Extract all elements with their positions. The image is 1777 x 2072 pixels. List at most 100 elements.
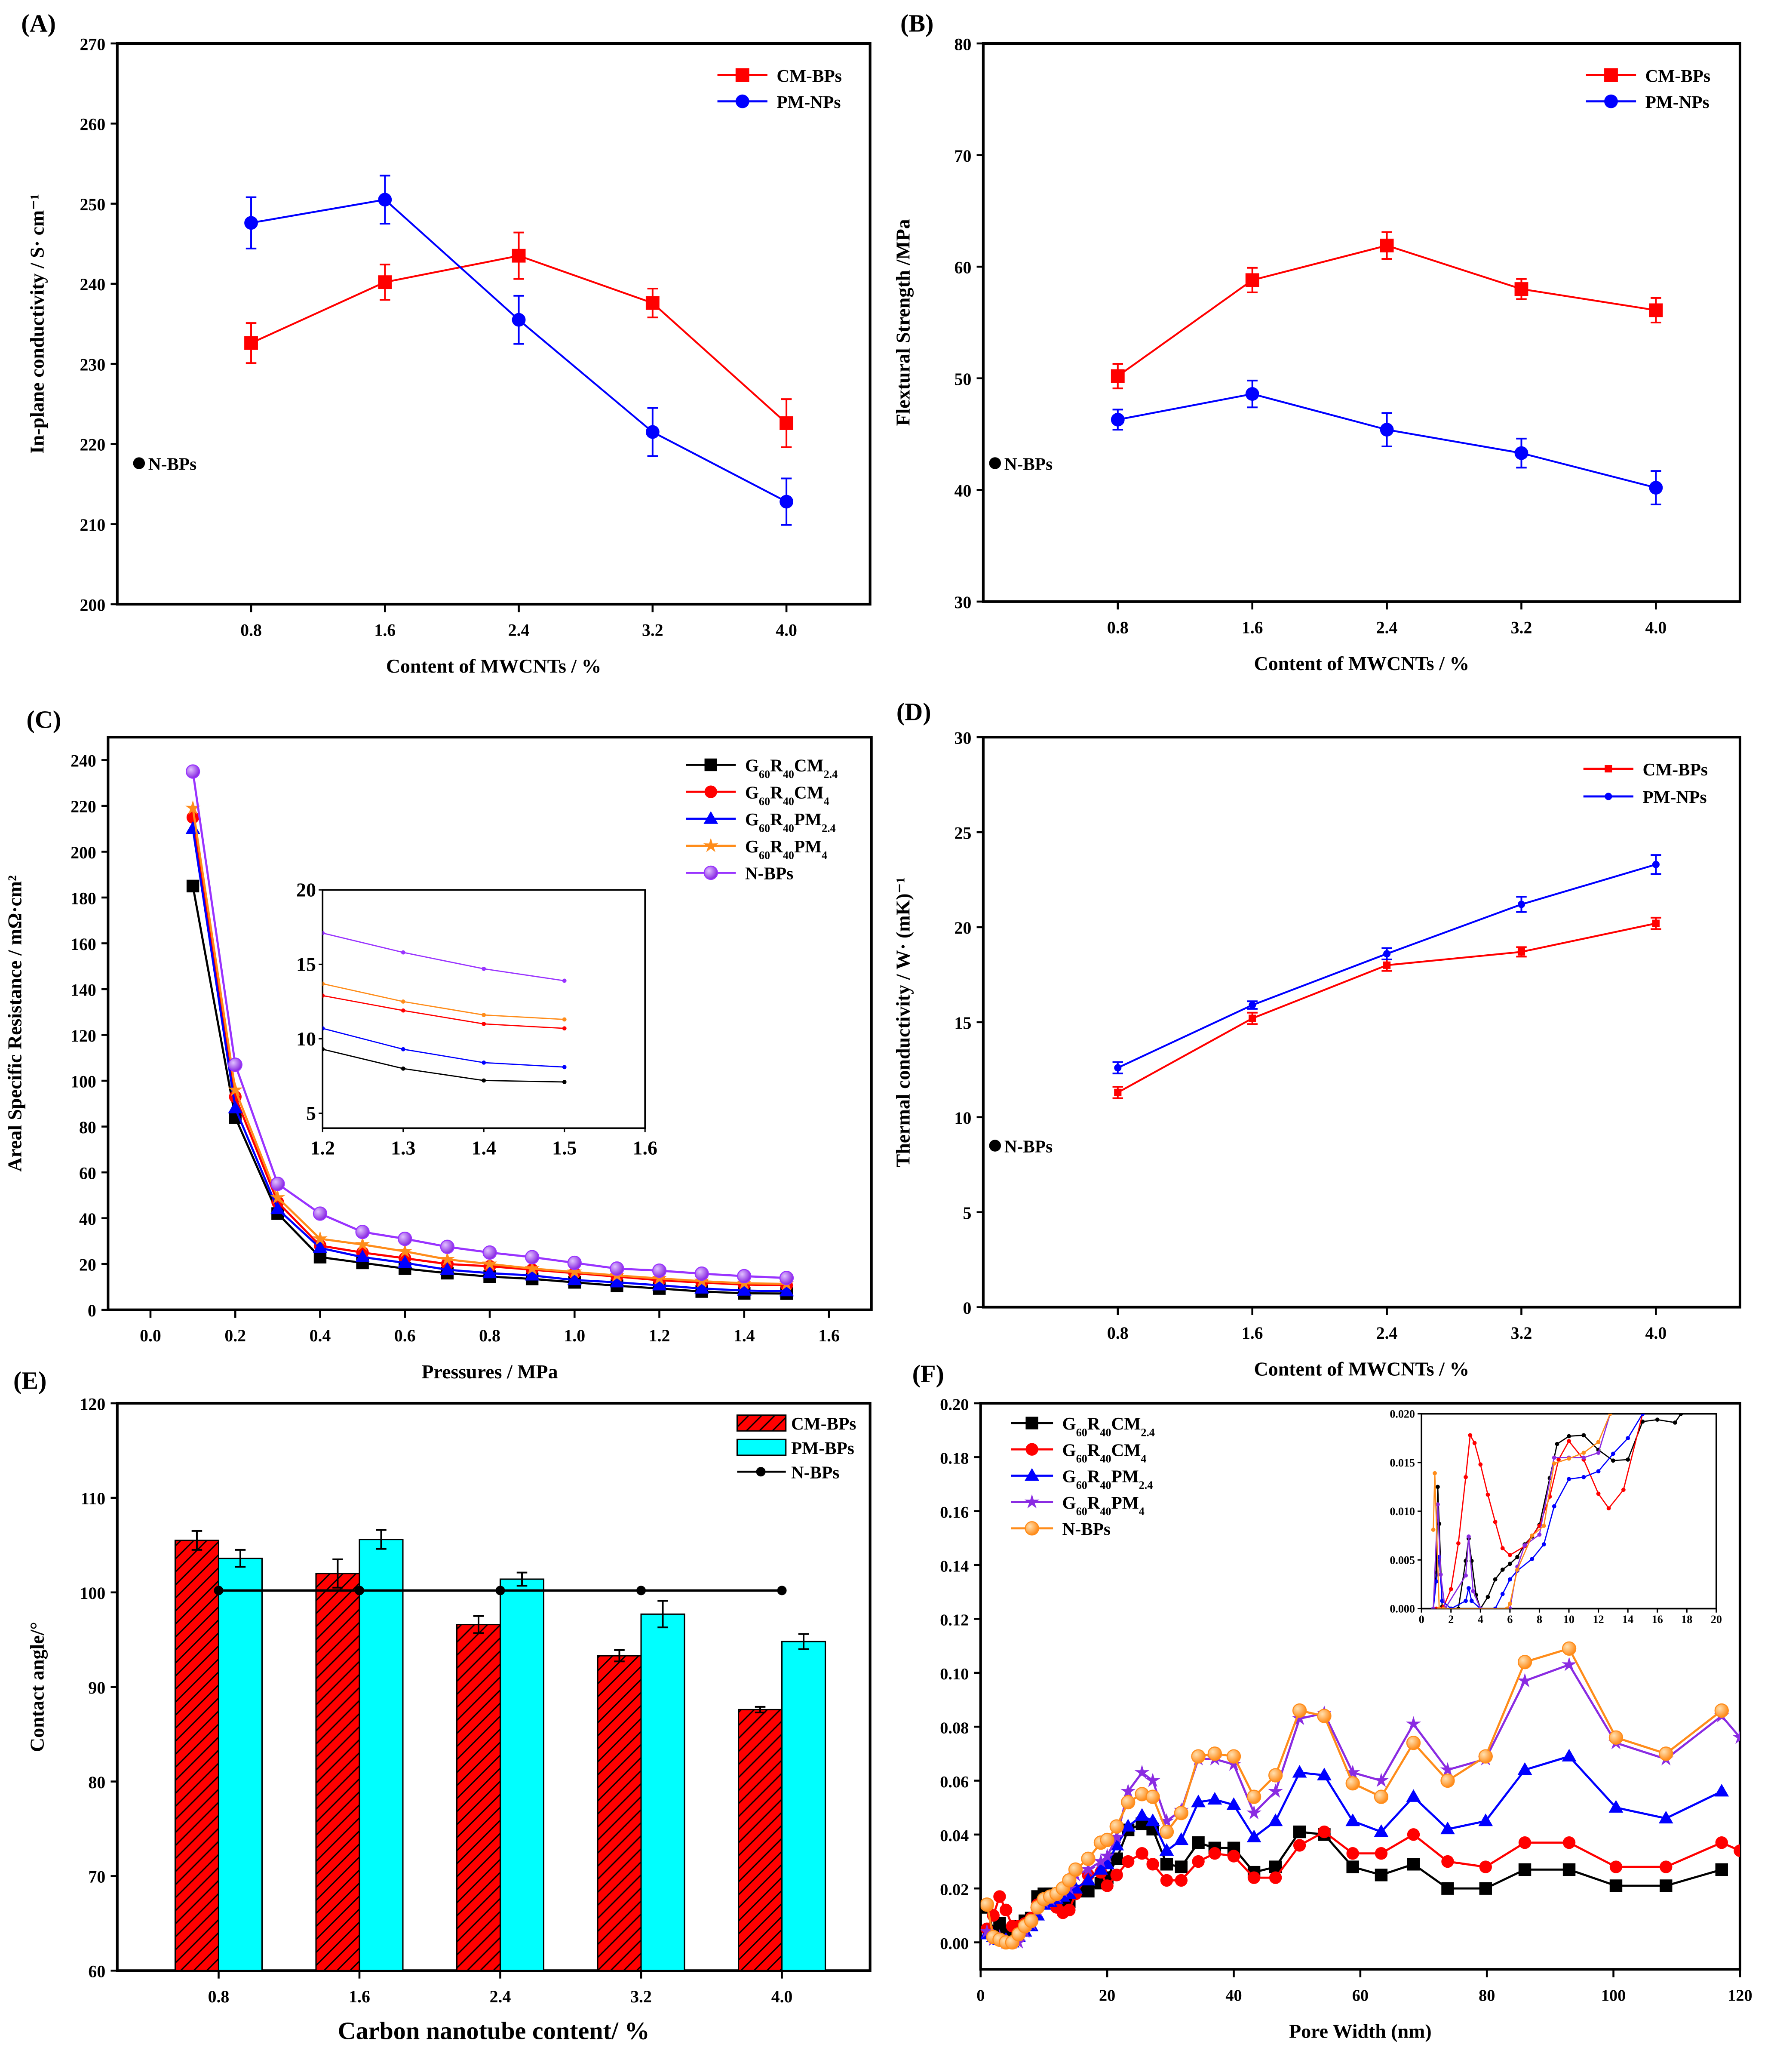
inset-point — [1608, 1414, 1612, 1416]
point-cm-bps — [1383, 961, 1391, 969]
inset-point — [1541, 1524, 1546, 1528]
inset-frame — [1421, 1413, 1717, 1610]
y-tick-label: 160 — [71, 935, 96, 954]
plot-area — [1112, 854, 1661, 1099]
error-bar — [657, 1600, 668, 1629]
point-g60r40pm2-4 — [355, 1249, 370, 1262]
inset-point — [1472, 1441, 1477, 1445]
y-tick-label: 15 — [954, 1014, 972, 1033]
inset-point — [1508, 1562, 1512, 1566]
point-g60r40pm4 — [1517, 1673, 1532, 1688]
x-tick-label: 3.2 — [1511, 618, 1532, 637]
inset-point — [401, 950, 405, 955]
point-g60r40pm4 — [1246, 1805, 1262, 1820]
inset-point — [1555, 1442, 1559, 1446]
inset-point — [1464, 1599, 1468, 1603]
bar-cm-bps — [597, 1655, 642, 1971]
point-pm-nps — [780, 495, 794, 509]
point-g60r40pm4 — [1292, 1710, 1307, 1725]
y-tick-label: 30 — [954, 593, 972, 612]
point-pm-nps — [1514, 446, 1528, 460]
y-tick-label: 80 — [954, 35, 972, 54]
inset-point — [562, 1080, 567, 1084]
legend-label: PM-BPs — [791, 1438, 854, 1458]
point-g60r40cm4 — [1318, 1825, 1331, 1838]
panel-label: (F) — [912, 1360, 944, 1388]
point-cm-bps — [645, 296, 660, 310]
y-tick-label: 80 — [88, 1773, 105, 1792]
point-g60r40pm2-4 — [525, 1268, 540, 1281]
point-cm-bps — [1111, 369, 1125, 383]
legend-label: G60R40PM4 — [1062, 1493, 1145, 1518]
point-n-bps — [980, 1897, 994, 1912]
inset-point — [1431, 1606, 1436, 1609]
inset-point — [1537, 1532, 1542, 1537]
inset-point — [1530, 1557, 1535, 1561]
x-tick-label: 4.0 — [776, 621, 797, 639]
panel-label: (A) — [21, 9, 56, 37]
point-g60r40cm2-4 — [1715, 1863, 1728, 1876]
point-g60r40pm4 — [1440, 1762, 1455, 1777]
point-g60r40pm2-4 — [1081, 1872, 1096, 1886]
point-n-bps — [313, 1206, 328, 1221]
label-part: G — [745, 809, 759, 829]
y-tick-label: 0 — [963, 1299, 971, 1318]
y-axis-title: Thermal conductivity / W· (mK)⁻¹ — [892, 877, 914, 1168]
point-g60r40pm4 — [980, 1924, 994, 1938]
error-bar — [473, 1615, 484, 1634]
legend-label: G60R40CM2.4 — [1062, 1414, 1155, 1439]
bar-pm-bps — [218, 1558, 263, 1971]
inset-point — [562, 1065, 567, 1070]
point-g60r40cm2-4 — [1346, 1860, 1359, 1873]
point-g60r40cm2-4 — [1160, 1858, 1173, 1871]
inset-point — [1552, 1455, 1556, 1460]
y-tick-label: 220 — [71, 797, 96, 816]
inset-point — [322, 1047, 325, 1051]
inset-point — [1508, 1602, 1512, 1606]
point-cm-bps — [780, 416, 794, 430]
plot-frame — [982, 42, 1742, 603]
label-part: CM — [1111, 1414, 1141, 1433]
subscript: 60 — [1076, 1479, 1087, 1491]
y-tick-label: 0.04 — [940, 1827, 969, 1845]
subscript: 40 — [1100, 1479, 1111, 1491]
subscript: 40 — [1100, 1505, 1111, 1518]
inset-frame — [322, 889, 646, 1129]
point-g60r40pm2-4 — [1345, 1813, 1360, 1826]
inset-point — [1485, 1492, 1490, 1497]
inset-series-line — [1433, 1414, 1611, 1609]
point-n-bps — [779, 1271, 794, 1285]
point-g60r40pm4 — [1159, 1813, 1174, 1828]
inset-point — [1626, 1436, 1630, 1441]
y-tick-label: 240 — [80, 275, 106, 294]
point-n-bps — [1317, 1709, 1332, 1723]
inset-point — [1441, 1606, 1446, 1609]
legend-swatch — [736, 1439, 787, 1456]
legend-label: PM-NPs — [1645, 92, 1709, 112]
label-part: R — [1087, 1493, 1101, 1512]
inset-point — [482, 1013, 486, 1017]
point-g60r40cm4 — [1122, 1855, 1135, 1868]
point-cm-bps — [378, 275, 392, 289]
subscript: 2.4 — [1141, 1426, 1155, 1439]
inset-point — [1449, 1587, 1453, 1592]
point-n-bps — [737, 1269, 752, 1284]
legend-swatch — [736, 1414, 787, 1432]
inset-point — [1515, 1555, 1519, 1559]
x-tick-label: 0.8 — [208, 1987, 230, 2006]
y-tick-label: 20 — [954, 919, 972, 938]
subscript: 2.4 — [822, 822, 836, 835]
inset-point — [1437, 1606, 1442, 1609]
point-cm-bps — [1652, 919, 1660, 927]
y-tick-label: 180 — [71, 889, 96, 908]
point-g60r40cm2-4 — [1609, 1879, 1623, 1892]
error-bar — [755, 1706, 766, 1714]
x-tick-label: 4.0 — [1645, 618, 1667, 637]
inset-point — [401, 999, 405, 1004]
legend-label: CM-BPs — [1642, 759, 1707, 779]
inset-chart: 1.2 1.3 1.4 1.5 1.6 5 10 15 20 — [296, 879, 657, 1159]
point-g60r40pm2-4 — [270, 1201, 285, 1214]
error-bar — [614, 1649, 625, 1663]
point-g60r40pm2-4 — [482, 1265, 497, 1279]
inset-point — [1606, 1506, 1611, 1511]
